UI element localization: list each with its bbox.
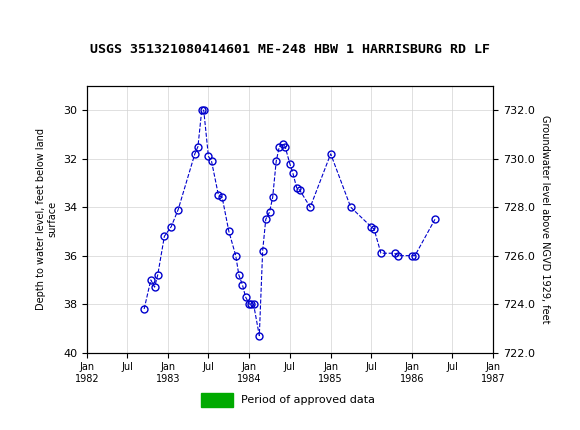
Bar (127, 353, 415, 365)
Text: ≣USGS: ≣USGS (12, 6, 66, 24)
Bar (201, 393, 233, 407)
Y-axis label: Depth to water level, feet below land
surface: Depth to water level, feet below land su… (36, 128, 57, 310)
Text: Period of approved data: Period of approved data (241, 395, 375, 405)
Y-axis label: Groundwater level above NGVD 1929, feet: Groundwater level above NGVD 1929, feet (541, 115, 550, 323)
Text: USGS 351321080414601 ME-248 HBW 1 HARRISBURG RD LF: USGS 351321080414601 ME-248 HBW 1 HARRIS… (90, 43, 490, 56)
